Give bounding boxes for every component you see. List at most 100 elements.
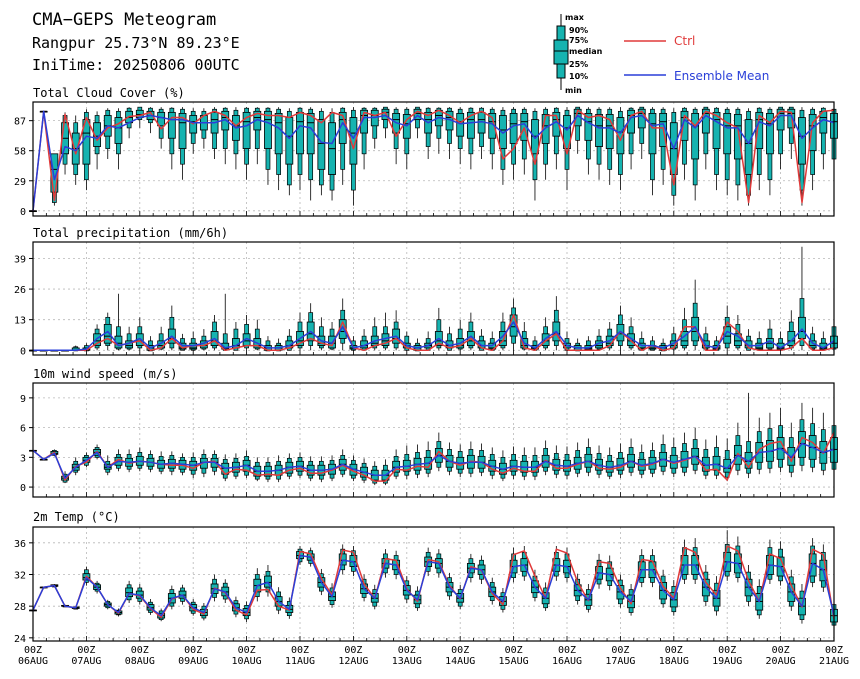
box-lower-tail (650, 577, 655, 583)
box-upper-tail (671, 447, 677, 456)
box-lower-tail (575, 468, 581, 474)
panel-2: Total precipitation (mm/6h) 0 13 26 39 (14, 226, 838, 357)
box-upper-tail (489, 108, 495, 114)
box-lower-tail (190, 469, 196, 475)
ctrl-line (32, 109, 835, 211)
x-tick-label-hour: 00Z (77, 645, 95, 656)
ensemble-box (456, 444, 465, 478)
box-lower-tail (372, 601, 378, 607)
box-lower-tail (457, 135, 463, 149)
box-upper-tail (169, 316, 175, 330)
box-upper-tail (660, 108, 666, 114)
box-lower-tail (628, 466, 634, 473)
x-tick-label-date: 21AUG (819, 656, 849, 667)
box-upper-tail (746, 441, 751, 453)
box-upper-tail (724, 108, 730, 114)
box-upper-tail (180, 587, 185, 592)
box-upper-tail (778, 548, 783, 558)
ensemble-box (787, 310, 796, 351)
x-tick-label-hour: 00Z (24, 645, 42, 656)
box-upper-tail (457, 451, 463, 458)
ensemble-box (819, 107, 828, 170)
box-lower-tail (297, 345, 303, 349)
box-lower-tail (682, 139, 687, 165)
box-lower-tail (436, 345, 442, 349)
ensemble-box (627, 438, 635, 477)
box-upper-tail (682, 107, 687, 112)
legend-ctrl-label: Ctrl (674, 34, 695, 48)
x-tick-label-hour: 00Z (665, 645, 683, 656)
x-tick-label-hour: 00Z (558, 645, 576, 656)
box-upper-tail (778, 338, 783, 344)
box-lower-tail (479, 132, 484, 147)
box-upper-tail (788, 437, 794, 448)
box-upper-tail (286, 335, 292, 342)
box-lower-tail (692, 158, 698, 186)
box-lower-tail (276, 153, 281, 175)
x-tick-label-date: 10AUG (232, 656, 262, 667)
ensemble-box (755, 417, 764, 475)
box-lower-tail (244, 148, 249, 165)
ensemble-box (509, 107, 518, 180)
box-lower-tail (286, 472, 292, 477)
box-lower-tail (169, 602, 175, 607)
box-upper-tail (607, 108, 613, 115)
ensemble-box (691, 427, 700, 475)
box-upper-tail (233, 109, 239, 116)
ensemble-box (584, 107, 593, 175)
ensemble-box (167, 107, 176, 170)
box-upper-tail (820, 429, 826, 442)
box-lower-tail (286, 163, 292, 186)
ensemble-box (637, 444, 646, 479)
box-upper-tail (767, 428, 773, 441)
box-upper-tail (553, 309, 559, 323)
box-lower-tail (596, 578, 602, 585)
box-lower-tail (756, 609, 762, 616)
ensemble-box (242, 107, 251, 180)
box-lower-tail (436, 461, 442, 468)
box-lower-tail (650, 348, 655, 351)
box-iqr (691, 113, 700, 160)
box-lower-tail (543, 603, 548, 609)
ensemble-box (360, 107, 368, 170)
x-tick-label-hour: 00Z (451, 645, 469, 656)
box-lower-tail (201, 615, 207, 619)
box-upper-tail (116, 326, 121, 337)
box-lower-tail (137, 345, 143, 349)
ensemble-box (253, 107, 262, 165)
box-lower-tail (447, 466, 452, 472)
legend-box-label: max (565, 13, 585, 22)
legend-box-label: median (569, 47, 603, 56)
ensemble-box (669, 108, 678, 206)
box-upper-tail (714, 447, 719, 457)
box-upper-tail (628, 447, 634, 455)
ensemble-box (360, 329, 368, 351)
panel-frame (32, 241, 835, 356)
box-lower-tail (415, 469, 420, 475)
box-upper-tail (425, 551, 431, 558)
box-lower-tail (767, 153, 773, 181)
box-lower-tail (340, 469, 346, 475)
box-lower-tail (308, 340, 314, 346)
box-upper-tail (169, 107, 175, 113)
ensemble-box (103, 108, 112, 159)
legend-box-label: 90% (569, 26, 588, 35)
ensemble-box (605, 447, 614, 480)
ensemble-mean-line (32, 110, 835, 211)
box-lower-tail (351, 474, 356, 479)
box-lower-tail (404, 594, 410, 600)
box-lower-tail (116, 143, 121, 155)
box-lower-tail (286, 612, 292, 617)
ensemble-box (328, 108, 336, 201)
box-lower-tail (468, 467, 474, 474)
box-lower-tail (618, 153, 623, 175)
box-iqr (317, 119, 326, 170)
box-lower-tail (94, 345, 100, 349)
box-upper-tail (126, 454, 132, 459)
box-upper-tail (447, 107, 452, 112)
box-upper-tail (586, 340, 591, 346)
box-upper-tail (618, 452, 623, 459)
box-upper-tail (212, 321, 217, 332)
box-upper-tail (212, 578, 217, 585)
x-tick-label-date: 17AUG (605, 656, 635, 667)
